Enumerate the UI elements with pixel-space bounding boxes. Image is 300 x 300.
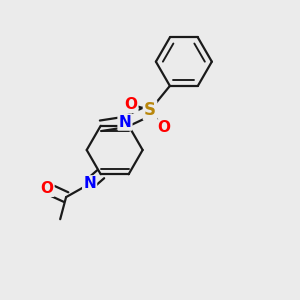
Text: O: O — [124, 97, 137, 112]
Text: N: N — [118, 115, 131, 130]
Text: O: O — [157, 120, 170, 135]
Text: O: O — [40, 181, 53, 196]
Text: S: S — [144, 101, 156, 119]
Text: N: N — [83, 176, 96, 191]
